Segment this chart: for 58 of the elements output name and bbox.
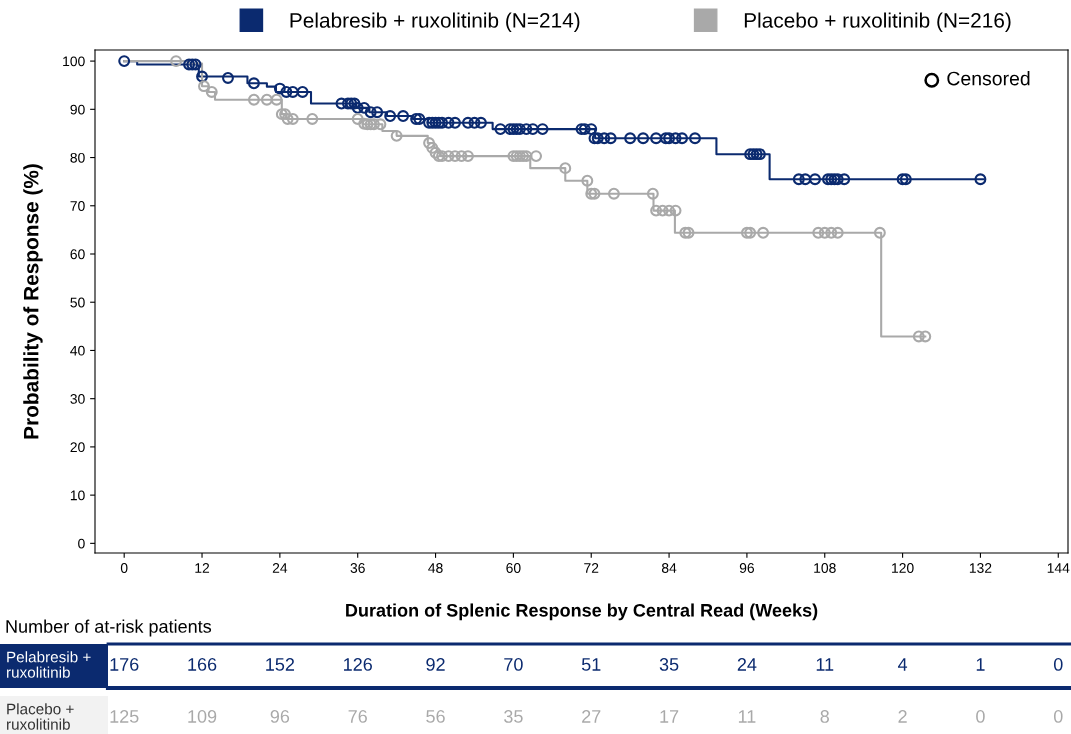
text: 125: [110, 710, 139, 723]
text: 4: [897, 658, 908, 671]
text: 76: [348, 710, 367, 723]
x-tick-label: 84: [661, 563, 677, 573]
x-tick-label: 60: [506, 563, 521, 573]
y-tick-label: 0: [78, 538, 85, 549]
text: 2: [898, 710, 907, 723]
text: 51: [581, 658, 601, 671]
annotation: Censored: [947, 71, 1030, 86]
text: 35: [504, 710, 523, 723]
text: 0: [976, 710, 985, 723]
y-tick-label: 90: [70, 104, 85, 115]
text: 109: [188, 710, 217, 723]
text: 8: [820, 710, 829, 723]
text: Placebo + ruxolitinib: [7, 703, 74, 730]
y-tick-label: 70: [70, 201, 85, 211]
text: 0: [1053, 710, 1063, 723]
y-tick-label: 80: [70, 152, 85, 163]
text: Pelabresib + ruxolitinib: [7, 651, 91, 678]
text: 126: [344, 658, 372, 671]
y-tick-label: 10: [70, 490, 85, 501]
x-tick-label: 132: [969, 563, 992, 573]
y-tick-label: 50: [70, 297, 85, 308]
x-tick-label: 24: [272, 563, 288, 573]
y-tick-label: 60: [70, 249, 85, 260]
text: 27: [582, 710, 601, 723]
y-tick-label: 20: [70, 442, 85, 453]
y-axis-title: Probability of Response (%): [23, 164, 43, 439]
text: 152: [266, 658, 295, 671]
y-tick-label: 100: [63, 56, 85, 67]
x-tick-label: 108: [814, 563, 836, 573]
text: Number of at-risk patients: [6, 619, 212, 637]
x-tick-label: 144: [1047, 563, 1070, 573]
text: 70: [504, 658, 523, 671]
text: 1: [976, 658, 985, 671]
text: 17: [660, 710, 679, 723]
x-tick-label: 48: [428, 563, 443, 573]
text: 176: [110, 658, 139, 671]
text: 92: [426, 658, 445, 671]
y-tick-label: 40: [70, 345, 85, 356]
legend-label: Placebo + ruxolitinib (N=216): [744, 12, 1011, 32]
x-tick-label: 12: [195, 563, 210, 573]
text: 56: [426, 710, 445, 723]
text: 0: [1053, 658, 1063, 671]
x-tick-label: 72: [584, 563, 599, 573]
text: 24: [737, 658, 757, 671]
y-tick-label: 30: [70, 394, 85, 404]
x-axis-title: Duration of Splenic Response by Central Read (Weeks): [346, 603, 818, 621]
text: 96: [270, 710, 290, 723]
text: 166: [188, 658, 217, 671]
x-tick-label: 96: [739, 563, 755, 573]
text: 11: [816, 658, 834, 671]
x-tick-label: 0: [120, 563, 128, 573]
legend-label: Pelabresib + ruxolitinib (N=214): [290, 12, 580, 32]
text: 35: [659, 658, 679, 671]
x-tick-label: 120: [892, 563, 914, 573]
x-tick-label: 36: [350, 563, 365, 573]
text: 11: [738, 710, 756, 723]
